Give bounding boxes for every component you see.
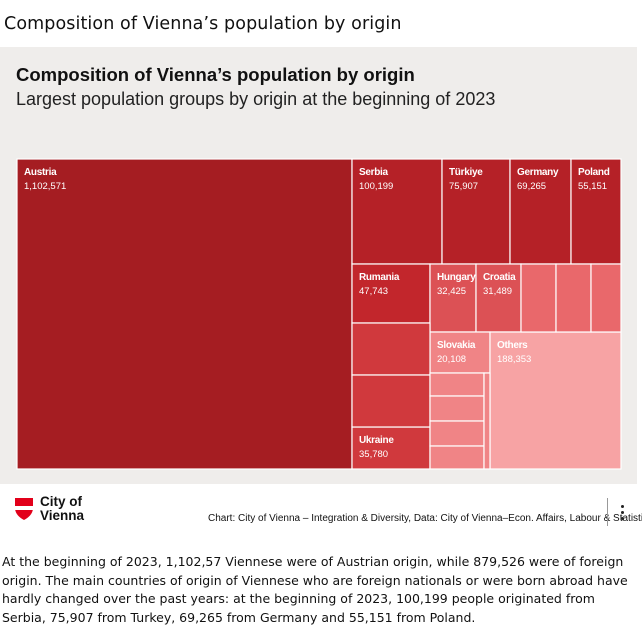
treemap-tile-other-13[interactable] xyxy=(520,263,557,333)
chart-title: Composition of Vienna’s population by or… xyxy=(16,64,415,85)
tile-label-ukraine: Ukraine xyxy=(359,435,394,446)
treemap-tile-other-11[interactable] xyxy=(351,322,431,376)
treemap-tile-other-17[interactable] xyxy=(429,395,485,422)
tile-value-slovakia: 20,108 xyxy=(437,354,466,365)
tile-label-serbia: Serbia xyxy=(359,167,389,178)
tile-value-germany: 69,265 xyxy=(517,181,546,192)
chart-card: Austria 1,102,571 Serbia 100,199 Türkiye 75,9… xyxy=(0,47,637,484)
footer-divider xyxy=(607,498,608,526)
treemap-tile-other-15[interactable] xyxy=(590,263,622,333)
tile-value-croatia: 31,489 xyxy=(483,286,512,297)
treemap-tile-serbia[interactable] xyxy=(351,158,443,265)
treemap-tile-ukraine[interactable] xyxy=(351,426,431,470)
treemap-tile-slovakia[interactable] xyxy=(429,331,491,374)
chart-credits: Chart: City of Vienna – Integration & Di… xyxy=(208,513,642,524)
tile-value-rumania: 47,743 xyxy=(359,286,388,297)
tile-label-hungary: Hungary xyxy=(437,272,476,283)
tile-value-austria: 1,102,571 xyxy=(24,181,66,192)
tile-value-hungary: 32,425 xyxy=(437,286,466,297)
tile-value-others: 188,353 xyxy=(497,354,531,365)
treemap-tile-other-19[interactable] xyxy=(429,445,485,470)
treemap-tile-hungary[interactable] xyxy=(429,263,477,333)
page-heading: Composition of Vienna’s population by or… xyxy=(4,14,402,34)
city-of-vienna-logo: City of Vienna xyxy=(14,494,134,528)
treemap-tile-others[interactable] xyxy=(489,331,622,470)
treemap-tile-other-20[interactable] xyxy=(483,372,491,470)
tile-label-germany: Germany xyxy=(517,167,559,178)
treemap-tile-poland[interactable] xyxy=(570,158,622,265)
kebab-menu-icon[interactable] xyxy=(613,500,631,524)
tile-value-t-rkiye: 75,907 xyxy=(449,181,478,192)
treemap-tile-other-12[interactable] xyxy=(351,374,431,428)
tile-value-ukraine: 35,780 xyxy=(359,449,388,460)
description-text: At the beginning of 2023, 1,102,57 Vienn… xyxy=(2,554,628,625)
treemap-tile-germany[interactable] xyxy=(509,158,572,265)
treemap-tile-austria[interactable] xyxy=(16,158,353,470)
treemap-tile-other-14[interactable] xyxy=(555,263,592,333)
tile-value-serbia: 100,199 xyxy=(359,181,393,192)
logo-line-2: Vienna xyxy=(40,508,85,523)
chart-footer: City of Vienna Chart: City of Vienna – I… xyxy=(0,484,642,540)
treemap-chart: Austria 1,102,571 Serbia 100,199 Türkiye 75,9… xyxy=(16,158,622,470)
tile-label-slovakia: Slovakia xyxy=(437,340,476,351)
vienna-shield-icon xyxy=(15,498,33,520)
treemap-tile-other-16[interactable] xyxy=(429,372,485,397)
tile-value-poland: 55,151 xyxy=(578,181,607,192)
tile-label-others: Others xyxy=(497,340,528,351)
tile-label-rumania: Rumania xyxy=(359,272,400,283)
logo-line-1: City of xyxy=(40,494,82,509)
tile-label-poland: Poland xyxy=(578,167,610,178)
treemap-tile-other-18[interactable] xyxy=(429,420,485,447)
tile-label-austria: Austria xyxy=(24,167,57,178)
chart-subtitle: Largest population groups by origin at t… xyxy=(16,89,496,109)
tile-label-croatia: Croatia xyxy=(483,272,516,283)
treemap-tile-t-rkiye[interactable] xyxy=(441,158,511,265)
tile-label-t-rkiye: Türkiye xyxy=(449,167,483,178)
